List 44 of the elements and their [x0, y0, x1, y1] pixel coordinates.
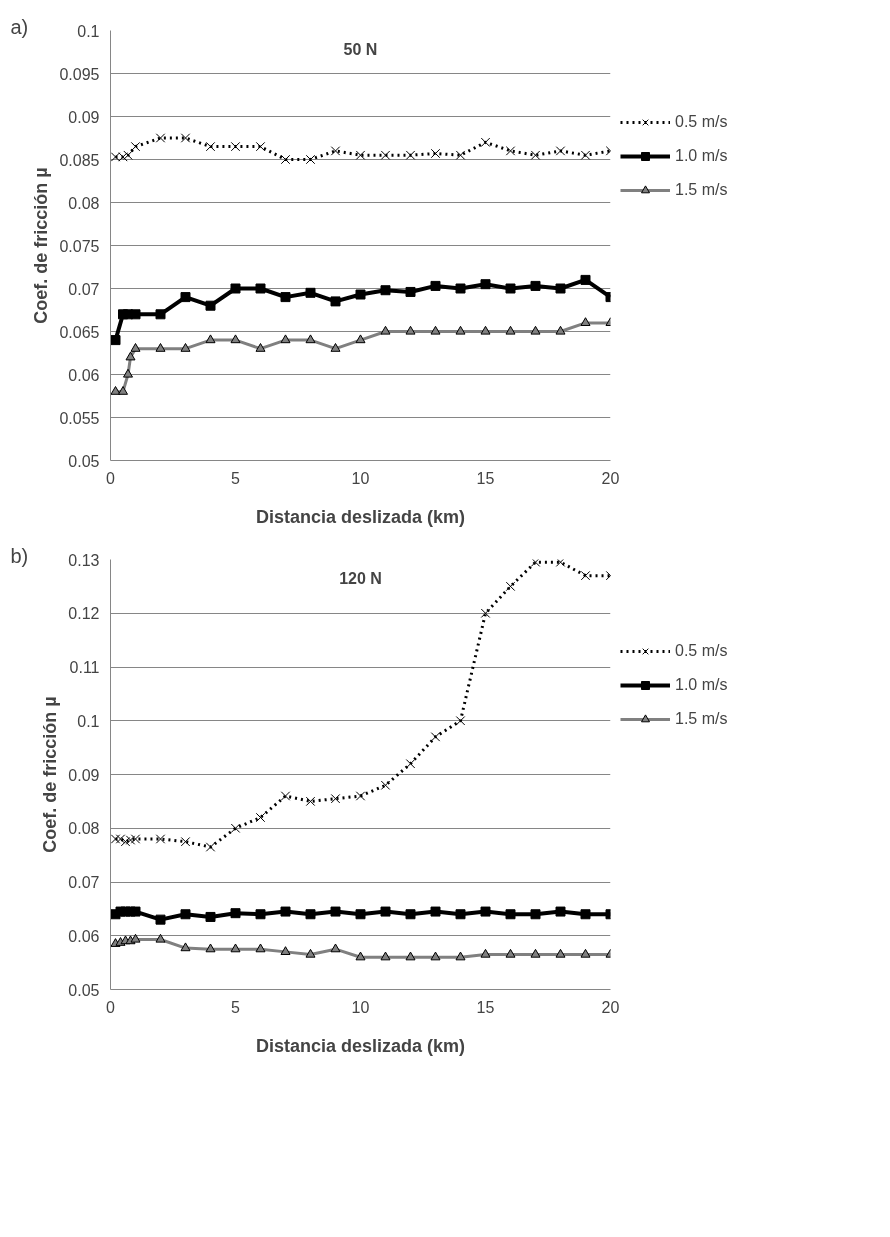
y-tick-label: 0.075	[59, 237, 100, 255]
legend-label: 0.5 m/s	[675, 113, 728, 131]
y-tick-label: 0.06	[68, 366, 100, 384]
legend-label: 1.0 m/s	[675, 676, 728, 694]
legend-label: 1.0 m/s	[675, 147, 728, 165]
y-tick-label: 0.08	[68, 194, 100, 212]
x-tick-label: 15	[476, 469, 495, 487]
x-axis-title: Distancia deslizada (km)	[255, 1035, 466, 1056]
y-tick-label: 0.09	[68, 766, 100, 784]
x-tick-label: 10	[351, 998, 370, 1016]
y-tick-label: 0.085	[59, 151, 100, 169]
y-tick-label: 0.095	[59, 65, 100, 83]
legend-label: 1.5 m/s	[675, 181, 728, 199]
y-tick-label: 0.065	[59, 323, 100, 341]
y-tick-label: 0.1	[77, 712, 100, 730]
y-tick-label: 0.05	[68, 981, 100, 999]
y-tick-label: 0.08	[68, 820, 100, 838]
text: a)	[10, 15, 29, 38]
y-axis-title: Coef. de fricción µ	[31, 167, 52, 324]
y-tick-label: 0.05	[68, 452, 100, 470]
x-axis-title: Distancia deslizada (km)	[255, 506, 466, 527]
legend-label: 1.5 m/s	[675, 710, 728, 728]
x-tick-label: 5	[231, 469, 241, 487]
text: 120 N	[339, 569, 382, 587]
legend-label: 0.5 m/s	[675, 642, 728, 660]
x-tick-label: 0	[106, 469, 116, 487]
y-tick-label: 0.06	[68, 927, 100, 945]
y-tick-label: 0.13	[68, 551, 100, 569]
x-tick-label: 5	[231, 998, 241, 1016]
y-tick-label: 0.07	[68, 874, 100, 891]
x-tick-label: 0	[106, 998, 116, 1016]
text: 50 N	[343, 40, 378, 58]
y-tick-label: 0.055	[59, 409, 100, 427]
y-tick-label: 0.07	[68, 280, 100, 298]
x-tick-label: 15	[476, 998, 495, 1016]
y-axis-title: Coef. de fricción µ	[40, 696, 61, 853]
x-tick-label: 20	[601, 469, 620, 487]
y-tick-label: 0.12	[68, 605, 100, 623]
y-tick-label: 0.11	[69, 659, 100, 676]
y-tick-label: 0.1	[77, 22, 100, 40]
x-tick-label: 10	[351, 469, 370, 487]
y-tick-label: 0.09	[68, 108, 100, 126]
text: b)	[10, 544, 29, 567]
x-tick-label: 20	[601, 998, 620, 1016]
